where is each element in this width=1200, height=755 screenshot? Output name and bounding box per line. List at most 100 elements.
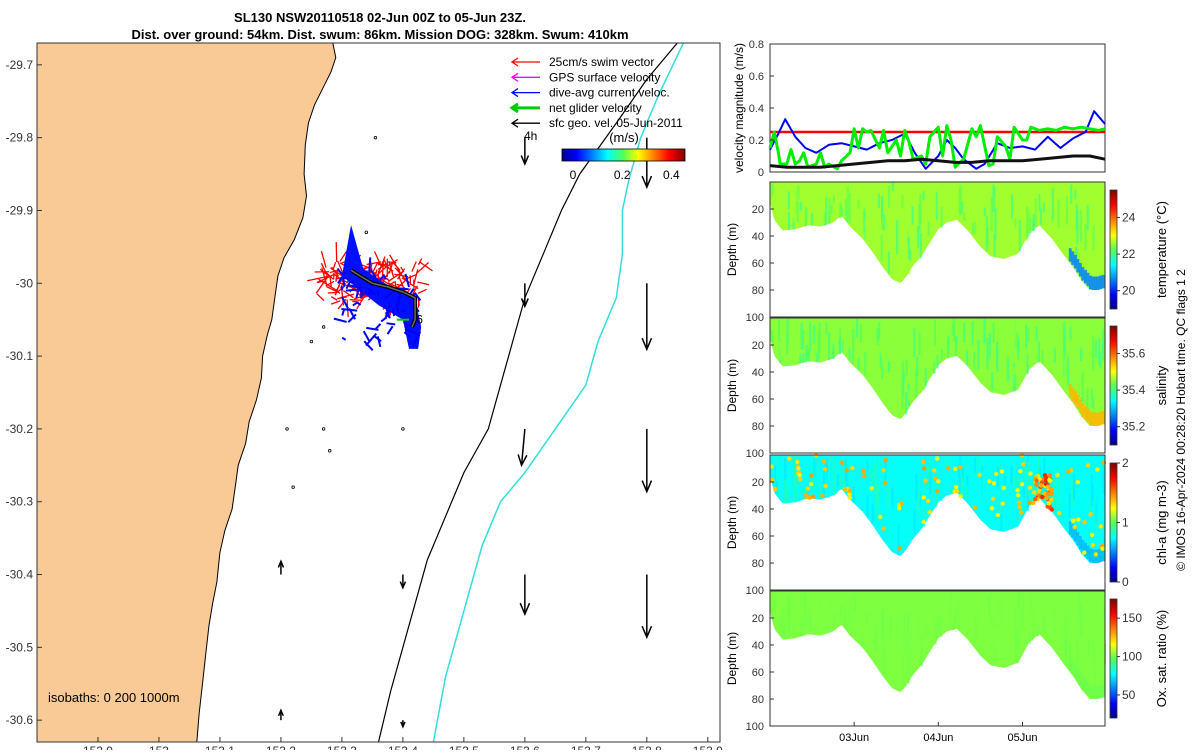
chl-sample-point: [1049, 492, 1053, 496]
section-texture-band: [958, 469, 960, 478]
section-texture-band: [1091, 206, 1093, 228]
chl-sample-point: [1046, 485, 1050, 489]
chl-sample-point: [921, 460, 925, 464]
chl-sample-point: [1017, 501, 1021, 505]
section-texture-band: [888, 251, 890, 273]
section-bottom-anomaly: [1069, 384, 1072, 398]
section-texture-band: [805, 207, 807, 226]
section-texture-band: [822, 192, 824, 204]
chl-sample-point: [1040, 495, 1044, 499]
chl-sample-point: [1028, 471, 1032, 475]
section-texture-band: [993, 631, 995, 663]
section-ytick-label: 100: [746, 585, 764, 597]
section-ytick-label: 80: [752, 285, 764, 297]
chl-sample-point: [990, 506, 994, 510]
section-texture-band: [1101, 641, 1103, 659]
section-texture-band: [817, 617, 819, 635]
section-texture-band: [1006, 223, 1008, 248]
section-texture-band: [1052, 188, 1054, 220]
section-texture-band: [985, 633, 987, 644]
section-texture-band: [919, 194, 921, 224]
section-texture-band: [806, 333, 808, 342]
section-texture-band: [858, 476, 860, 502]
section-texture-band: [1004, 476, 1006, 486]
section-bottom-anomaly: [1074, 255, 1077, 269]
section-texture-band: [868, 192, 870, 205]
section-texture-band: [784, 479, 786, 503]
section-bottom-anomaly: [1084, 406, 1087, 420]
section-texture-band: [795, 477, 797, 502]
section-texture-band: [1053, 611, 1055, 629]
chl-sample-point: [861, 469, 865, 473]
chl-sample-point: [845, 468, 849, 472]
section-texture-band: [984, 208, 986, 217]
section-texture-band: [963, 322, 965, 342]
section-texture-band: [996, 342, 998, 366]
section-texture-band: [1076, 642, 1078, 662]
section-colorbar-tick-label: 50: [1122, 688, 1136, 702]
section-colorbar-tick-label: 24: [1122, 210, 1136, 224]
section-ylabel: Depth (m): [725, 632, 739, 685]
section-texture-band: [933, 362, 935, 374]
section-texture-band: [1023, 487, 1025, 498]
section-texture-band: [906, 645, 908, 654]
section-texture-band: [864, 352, 866, 376]
chl-sample-point: [1019, 510, 1023, 514]
section-texture-band: [1073, 473, 1075, 499]
section-texture-band: [1010, 637, 1012, 653]
section-colorbar: [1110, 463, 1117, 582]
section-bottom-anomaly: [1089, 276, 1092, 290]
section-texture-band: [1016, 369, 1018, 390]
chl-sample-point: [991, 497, 995, 501]
chl-sample-point: [1017, 505, 1021, 509]
section-texture-band: [1080, 602, 1082, 637]
section-texture-band: [972, 322, 974, 345]
section-texture-band: [825, 323, 827, 335]
section-texture-band: [964, 478, 966, 500]
section-colorbar-tick-label: 35.6: [1122, 346, 1146, 360]
section-texture-band: [858, 358, 860, 370]
start-tag: 4h: [524, 129, 537, 143]
section-texture-band: [908, 655, 910, 684]
section-texture-band: [857, 623, 859, 643]
section-texture-band: [901, 195, 903, 207]
section-texture-band: [986, 216, 988, 251]
section-ytick-label: 60: [752, 667, 764, 679]
section-texture-band: [843, 332, 845, 353]
section-texture-band: [955, 336, 957, 345]
section-texture-band: [1046, 198, 1048, 214]
chl-sample-point: [881, 468, 885, 472]
chl-sample-point: [806, 486, 810, 490]
section-texture-band: [1099, 457, 1101, 490]
date-tick-label: 05Jun: [1008, 732, 1038, 744]
chl-sample-point: [955, 489, 959, 493]
section-texture-band: [955, 184, 957, 218]
chl-sample-point: [787, 456, 791, 460]
chl-sample-point: [1073, 525, 1077, 529]
section-texture-band: [780, 343, 782, 360]
section-bottom-anomaly: [1097, 550, 1100, 564]
chl-sample-point: [1076, 480, 1080, 484]
date-tick-label: 04Jun: [923, 732, 953, 744]
section-texture-band: [935, 484, 937, 508]
chl-sample-point: [922, 495, 926, 499]
section-texture-band: [959, 187, 961, 214]
chl-sample-point: [823, 467, 827, 471]
section-texture-band: [1088, 642, 1090, 657]
section-bottom-anomaly: [1084, 270, 1087, 284]
chl-sample-point: [958, 465, 962, 469]
section-texture-band: [1027, 462, 1029, 496]
section-texture-band: [893, 506, 895, 529]
section-texture-band: [809, 323, 811, 351]
section-texture-band: [1045, 220, 1047, 231]
section-texture-band: [798, 333, 800, 357]
section-colorbar-tick-label: 35.4: [1122, 383, 1146, 397]
chl-sample-point: [1057, 511, 1061, 515]
chl-sample-point: [1082, 520, 1086, 524]
section-texture-band: [1065, 640, 1067, 657]
chl-sample-point: [928, 510, 932, 514]
chl-sample-point: [848, 496, 852, 500]
section-texture-band: [902, 251, 904, 275]
section-texture-band: [799, 354, 801, 363]
section-texture-band: [847, 187, 849, 221]
